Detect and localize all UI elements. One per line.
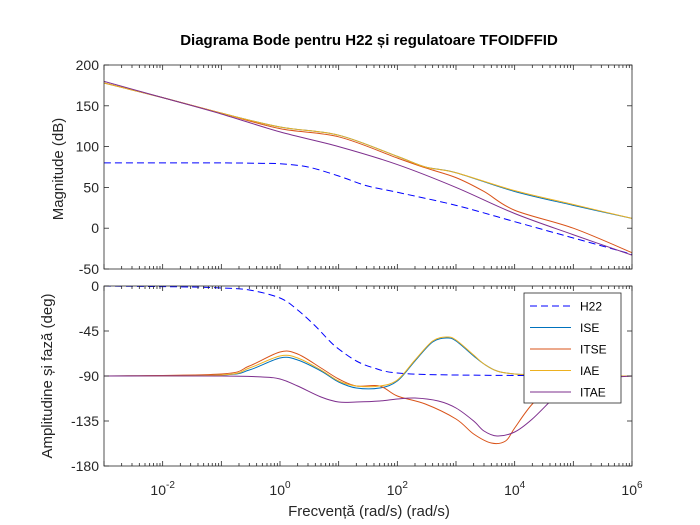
y-tick-label: 0 [91, 220, 99, 236]
y-tick-label: 200 [76, 57, 100, 73]
x-tick-label: 106 [621, 480, 643, 498]
legend-label: ISE [580, 321, 599, 335]
y-tick-label: -45 [79, 323, 99, 339]
y-tick-label: -90 [79, 368, 99, 384]
y-tick-label: 100 [76, 139, 100, 155]
y-tick-label: -180 [71, 458, 99, 474]
series-line-itae [104, 375, 632, 437]
y-tick-label: -135 [71, 413, 99, 429]
series-group [104, 286, 632, 445]
x-axis-label: Frecvență (rad/s) (rad/s) [288, 503, 450, 520]
phase-plot: -180 -135 -90 -45 0 10-2 100 102 104 106 H22 ISE ITS… [71, 278, 643, 498]
x-tick-label: 100 [269, 480, 291, 498]
x-tick-label: 10-2 [150, 480, 175, 498]
legend-label: ITSE [580, 343, 607, 357]
series-group [104, 80, 632, 256]
legend-box [523, 292, 622, 404]
x-tick-label: 102 [387, 480, 409, 498]
y-tick-label: 150 [76, 98, 100, 114]
y-tick-label: 50 [83, 179, 99, 195]
legend-label: H22 [580, 300, 602, 314]
x-tick-label: 104 [504, 480, 526, 498]
axes-frame [103, 64, 633, 270]
y-tick-label: 0 [91, 278, 99, 294]
series-line-itae [104, 80, 632, 256]
magnitude-plot: -50 0 50 100 150 200 [76, 57, 633, 277]
series-line-iae [104, 336, 632, 388]
plot-area [104, 65, 632, 269]
legend-label: IAE [580, 364, 599, 378]
magnitude-y-axis-label: Magnitude (dB) [50, 118, 67, 221]
legend: H22 ISE ITSE IAE ITAE [523, 292, 622, 404]
phase-y-axis-label: Amplitudine și fază (deg) [39, 293, 56, 458]
axes-frame [103, 285, 633, 467]
chart-title: Diagrama Bode pentru H22 și regulatoare … [180, 32, 558, 49]
legend-label: ITAE [580, 386, 606, 400]
series-line-h22 [104, 162, 632, 255]
y-tick-label: -50 [79, 261, 99, 277]
